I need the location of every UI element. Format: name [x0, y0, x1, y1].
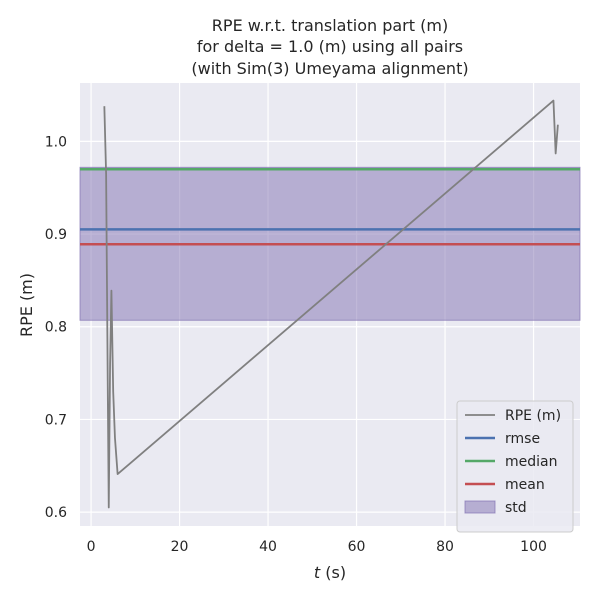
legend-label: median [505, 454, 557, 470]
legend-label: std [505, 500, 527, 516]
x-axis-ticks: 0 20 40 60 80 100 [87, 539, 547, 555]
y-tick-label: 0.9 [45, 227, 67, 243]
x-tick-label: 0 [87, 539, 96, 555]
x-tick-label: 60 [348, 539, 366, 555]
x-tick-label: 20 [171, 539, 189, 555]
legend-swatch [464, 500, 496, 514]
legend: RPE (m) rmse median mean std [456, 400, 574, 533]
series-layer [103, 99, 559, 509]
title-line-3: (with Sim(3) Umeyama alignment) [191, 59, 468, 78]
x-axis-label: t (s) [314, 563, 346, 582]
rpe-series-line [103, 99, 559, 509]
y-axis-ticks: 0.6 0.7 0.8 0.9 1.0 [45, 134, 67, 521]
x-axis-label-unit: (s) [320, 563, 346, 582]
title-line-1: RPE w.r.t. translation part (m) [212, 16, 448, 35]
chart-title: RPE w.r.t. translation part (m) for delt… [191, 16, 468, 78]
x-tick-label: 80 [436, 539, 454, 555]
title-line-2: for delta = 1.0 (m) using all pairs [197, 37, 463, 56]
y-tick-label: 1.0 [45, 134, 67, 150]
legend-label: rmse [505, 431, 540, 447]
legend-frame [456, 400, 574, 533]
x-axis-label-var: t [314, 563, 321, 582]
x-tick-label: 40 [259, 539, 277, 555]
y-tick-label: 0.7 [45, 412, 67, 428]
y-tick-label: 0.8 [45, 320, 67, 336]
y-axis-label: RPE (m) [17, 273, 36, 337]
legend-label: mean [505, 477, 545, 493]
stat-lines-layer [80, 167, 580, 246]
x-tick-label: 100 [520, 539, 547, 555]
legend-label: RPE (m) [505, 408, 561, 424]
y-tick-label: 0.6 [45, 505, 67, 521]
